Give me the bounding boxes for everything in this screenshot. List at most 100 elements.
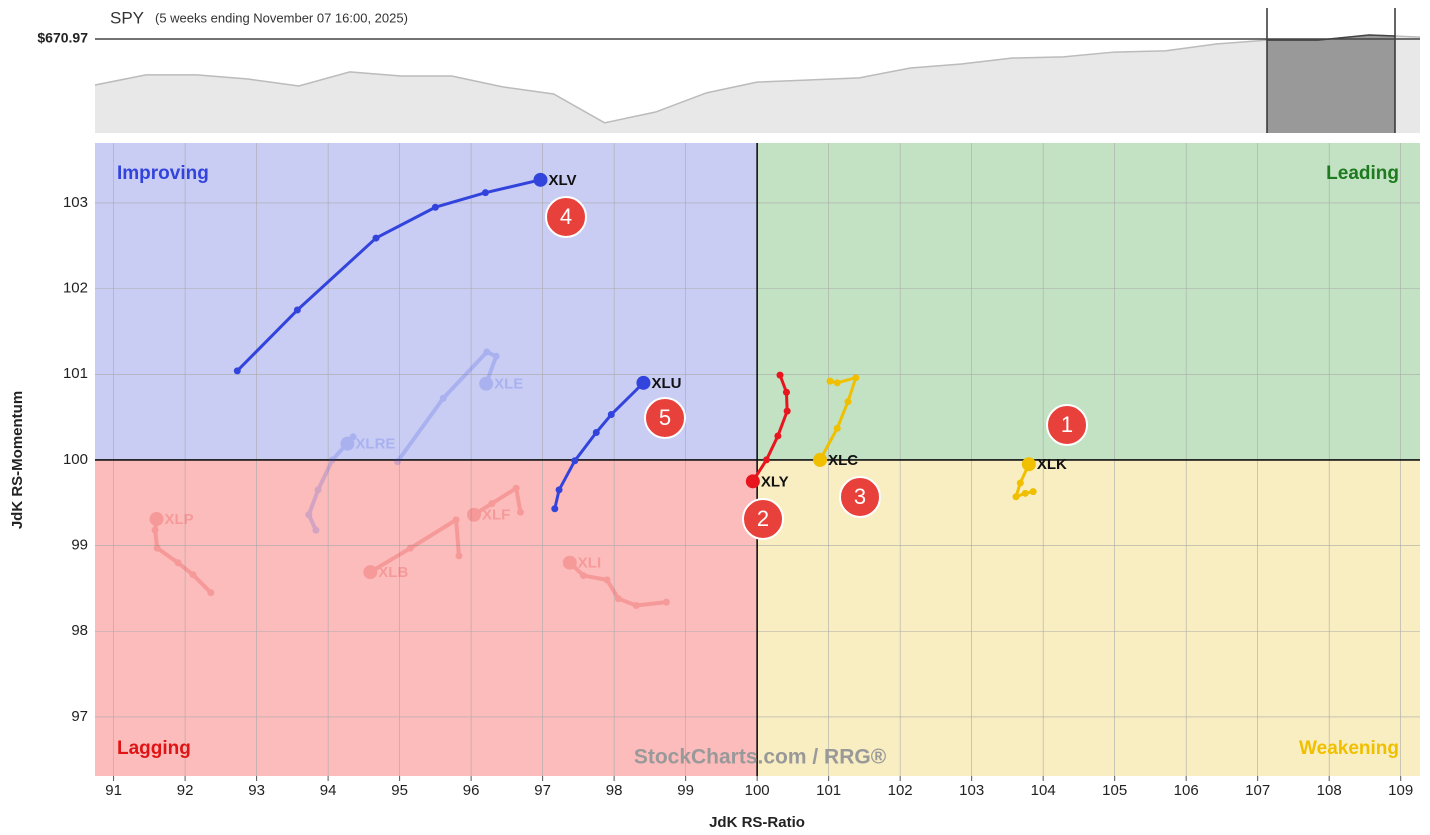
trail-point <box>1029 488 1037 496</box>
x-tick-label: 99 <box>677 782 694 799</box>
trail-point <box>314 486 322 494</box>
price-area <box>95 34 1420 133</box>
trail-point <box>492 352 500 360</box>
y-axis-label: JdK RS-Momentum <box>9 391 26 529</box>
annotation-number: 4 <box>560 204 572 229</box>
trail-point <box>551 505 559 513</box>
x-tick-label: 92 <box>177 782 194 799</box>
quadrant-label: Leading <box>1326 163 1399 184</box>
trail: XLP <box>149 511 215 597</box>
trail: XLE <box>393 348 523 466</box>
y-tick-label: 98 <box>71 622 88 639</box>
annotation-badge <box>644 397 686 439</box>
annotation-badge <box>839 476 881 518</box>
symbol-label: XLV <box>548 172 576 189</box>
head-point <box>340 436 355 451</box>
trail-point <box>1021 489 1029 497</box>
symbol-label: XLI <box>578 555 601 572</box>
trail-point <box>488 500 496 508</box>
price-line <box>94 34 1421 124</box>
trail-line <box>472 486 523 517</box>
symbol-label: XLY <box>761 473 789 490</box>
price-panel: SPY (5 weeks ending November 07 16:00, 2… <box>37 8 1421 133</box>
trail-point <box>833 379 841 387</box>
trail-point <box>852 374 860 382</box>
x-tick-label: 93 <box>248 782 265 799</box>
trail-point <box>662 598 670 606</box>
y-tick-label: 103 <box>63 194 88 211</box>
quadrant-label: Weakening <box>1299 738 1399 759</box>
quadrant <box>757 143 1420 460</box>
trail-point <box>293 306 301 314</box>
x-tick-label: 106 <box>1174 782 1199 799</box>
y-tick-label: 102 <box>63 280 88 297</box>
trail-point <box>607 411 615 419</box>
head-point <box>363 565 378 580</box>
trail-point <box>571 457 579 465</box>
trail: XLY <box>745 371 791 490</box>
symbol-label: XLC <box>828 452 858 469</box>
trail-point <box>1016 479 1024 487</box>
trail-line <box>236 178 541 372</box>
trail-point <box>305 511 313 519</box>
quadrant <box>95 143 758 460</box>
head-point <box>149 512 164 527</box>
x-tick-label: 91 <box>105 782 122 799</box>
annotation-number: 1 <box>1061 412 1073 437</box>
head-point <box>533 172 548 187</box>
price-subtitle: (5 weeks ending November 07 16:00, 2025) <box>155 10 408 25</box>
y-tick-label: 101 <box>63 365 88 382</box>
annotation-number: 5 <box>659 405 671 430</box>
x-tick-label: 96 <box>463 782 480 799</box>
head-point <box>745 474 760 489</box>
trail-point <box>455 552 463 560</box>
trail-point <box>312 526 320 534</box>
head-point <box>562 555 577 570</box>
trail-point <box>372 234 380 242</box>
trail-point <box>153 544 161 552</box>
head-point <box>466 507 481 522</box>
trail-point <box>833 424 841 432</box>
x-tick-label: 103 <box>959 782 984 799</box>
trail-point <box>774 432 782 440</box>
trail-point <box>393 458 401 466</box>
annotation-badge <box>545 196 587 238</box>
trail-point <box>1012 493 1020 501</box>
trail: XLI <box>562 555 670 610</box>
trail: XLV <box>233 172 577 375</box>
trail-point <box>762 456 770 464</box>
x-tick-label: 95 <box>391 782 408 799</box>
trail: XLU <box>551 375 681 513</box>
annotation-badge <box>742 498 784 540</box>
trail-point <box>782 388 790 396</box>
highlight-area <box>1267 34 1395 133</box>
trail-point <box>614 595 622 603</box>
trail-point <box>783 407 791 415</box>
trail-point <box>826 377 834 385</box>
symbol-label: XLF <box>482 507 510 524</box>
trail: XLRE <box>305 433 395 534</box>
head-point <box>479 376 494 391</box>
trail-point <box>349 433 357 441</box>
symbol-label: XLP <box>164 511 193 528</box>
x-axis-label: JdK RS-Ratio <box>709 814 805 831</box>
trail-point <box>207 589 215 597</box>
trail-point <box>452 516 460 524</box>
trail-line <box>306 434 356 532</box>
trail-point <box>431 203 439 211</box>
symbol-label: XLRE <box>355 436 395 453</box>
trail-line <box>153 518 213 595</box>
x-tick-label: 94 <box>320 782 337 799</box>
trail: XLK <box>1012 456 1067 501</box>
trail-line <box>395 350 499 463</box>
symbol-label: XLU <box>651 375 681 392</box>
trail-point <box>439 394 447 402</box>
symbol-label: XLB <box>378 564 408 581</box>
trail: XLB <box>363 516 463 581</box>
reference-label: $670.97 <box>37 30 88 46</box>
head-point <box>1021 457 1036 472</box>
x-tick-label: 102 <box>888 782 913 799</box>
trail-point <box>579 572 587 580</box>
trail-line <box>369 517 461 574</box>
